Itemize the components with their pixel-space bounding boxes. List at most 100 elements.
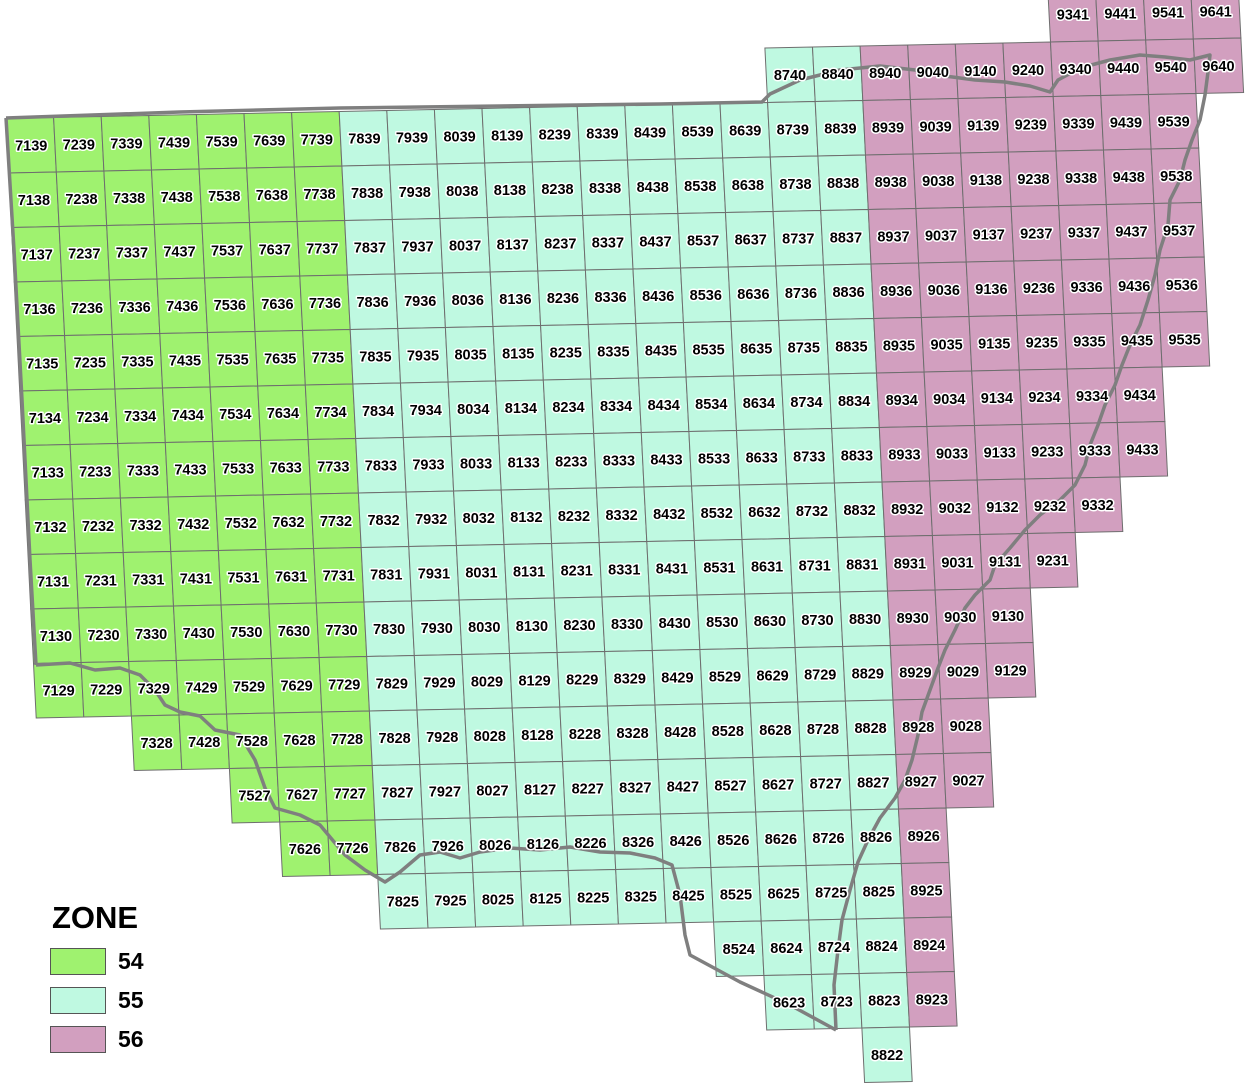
map-sheet-label: 9032 xyxy=(939,501,971,517)
map-sheet-label: 7336 xyxy=(118,300,150,316)
map-sheet-label: 9233 xyxy=(1031,444,1063,460)
map-sheet-label: 9441 xyxy=(1104,6,1136,22)
map-sheet-label: 8824 xyxy=(865,939,897,955)
map-sheet-label: 9537 xyxy=(1163,223,1195,239)
map-sheet-label: 8428 xyxy=(664,725,696,741)
map-sheet-label: 8231 xyxy=(561,563,593,579)
map-sheet-label: 8232 xyxy=(558,509,590,525)
map-sheet-label: 7733 xyxy=(317,459,349,475)
map-sheet-label: 9038 xyxy=(922,174,954,190)
map-sheet-label: 9236 xyxy=(1023,281,1055,297)
legend-swatch-56 xyxy=(50,1026,106,1053)
map-sheet-label: 8029 xyxy=(471,674,503,690)
map-sheet-label: 7836 xyxy=(356,295,388,311)
map-sheet-label: 8925 xyxy=(910,883,942,899)
map-sheet-label: 8426 xyxy=(670,834,702,850)
legend-title: ZONE xyxy=(52,900,144,936)
map-sheet-label: 7736 xyxy=(309,296,341,312)
map-sheet-label: 8735 xyxy=(788,340,820,356)
map-sheet-label: 7638 xyxy=(256,188,288,204)
map-sheet-label: 8032 xyxy=(463,511,495,527)
map-sheet-label: 8937 xyxy=(877,229,909,245)
map-sheet-label: 8736 xyxy=(785,286,817,302)
map-sheet-label: 8133 xyxy=(508,455,540,471)
map-sheet-label: 8634 xyxy=(743,396,775,412)
map-sheet-label: 8834 xyxy=(838,394,870,410)
map-sheet-label: 8727 xyxy=(810,776,842,792)
map-sheet-label: 8330 xyxy=(611,617,643,633)
map-sheet-label: 9232 xyxy=(1034,499,1066,515)
map-sheet-label: 8436 xyxy=(642,289,674,305)
map-sheet-label: 7927 xyxy=(429,784,461,800)
map-sheet-label: 7830 xyxy=(373,622,405,638)
map-sheet-label: 8822 xyxy=(871,1048,903,1064)
map-sheet-label: 9131 xyxy=(989,554,1021,570)
map-sheet-label: 9129 xyxy=(994,663,1026,679)
map-sheet-label: 8938 xyxy=(875,175,907,191)
map-sheet-label: 8230 xyxy=(563,618,595,634)
map-sheet-label: 7137 xyxy=(21,247,53,263)
map-sheet-label: 8832 xyxy=(843,503,875,519)
map-sheet-label: 7528 xyxy=(236,734,268,750)
map-sheet-label: 7339 xyxy=(110,136,142,152)
map-sheet-label: 7738 xyxy=(303,187,335,203)
map-sheet-label: 8525 xyxy=(720,887,752,903)
map-sheet-label: 8136 xyxy=(499,292,531,308)
map-sheet-label: 7636 xyxy=(261,297,293,313)
map-sheet-label: 7132 xyxy=(34,520,66,536)
map-sheet-label: 7136 xyxy=(23,302,55,318)
map-sheet-label: 7530 xyxy=(230,625,262,641)
map-sheet-label: 9340 xyxy=(1059,62,1091,78)
map-sheet-label: 7232 xyxy=(82,519,114,535)
map-sheet-label: 8135 xyxy=(502,346,534,362)
map-sheet-label: 7533 xyxy=(222,461,254,477)
map-sheet-label: 7829 xyxy=(376,676,408,692)
map-sheet-label: 8026 xyxy=(479,838,511,854)
map-sheet-label: 7729 xyxy=(328,677,360,693)
legend-item-zone-56: 56 xyxy=(50,1020,144,1059)
map-sheet-label: 7734 xyxy=(314,405,346,421)
map-sheet-label: 8034 xyxy=(457,402,489,418)
map-sheet-label: 8328 xyxy=(616,726,648,742)
map-sheet-label: 8836 xyxy=(832,285,864,301)
map-sheet-label: 8435 xyxy=(645,343,677,359)
map-sheet-label: 8427 xyxy=(667,779,699,795)
map-sheet-label: 7338 xyxy=(113,191,145,207)
map-sheet-label: 7735 xyxy=(312,350,344,366)
legend-item-zone-55: 55 xyxy=(50,981,144,1020)
map-sheet-label: 9436 xyxy=(1118,279,1150,295)
map-sheet-label: 7732 xyxy=(320,514,352,530)
map-sheet-label: 7235 xyxy=(74,355,106,371)
map-sheet-label: 8624 xyxy=(770,941,802,957)
map-sheet-label: 7529 xyxy=(233,679,265,695)
map-sheet-label: 7129 xyxy=(42,683,74,699)
map-sheet-label: 8932 xyxy=(891,502,923,518)
map-sheet-label: 9130 xyxy=(992,609,1024,625)
map-sheet-label: 7439 xyxy=(158,135,190,151)
map-sheet-label: 7237 xyxy=(68,246,100,262)
map-sheet-label: 8740 xyxy=(774,68,806,84)
map-sheet-label: 8927 xyxy=(905,774,937,790)
map-sheet-label: 9335 xyxy=(1073,334,1105,350)
map-sheet-label: 7539 xyxy=(205,134,237,150)
map-sheet-label: 8425 xyxy=(672,888,704,904)
map-sheet-label: 8524 xyxy=(723,942,755,958)
map-sheet-label: 9341 xyxy=(1057,7,1089,23)
map-sheet-label: 9029 xyxy=(947,664,979,680)
map-sheet-label: 9238 xyxy=(1017,172,1049,188)
map-sheet-label: 8926 xyxy=(908,829,940,845)
map-sheet-label: 7925 xyxy=(434,893,466,909)
map-sheet-label: 9033 xyxy=(936,446,968,462)
map-sheet-label: 9339 xyxy=(1062,116,1094,132)
map-sheet-label: 8831 xyxy=(846,557,878,573)
map-sheet-label: 8333 xyxy=(603,453,635,469)
map-sheet-label: 7437 xyxy=(163,244,195,260)
map-sheet-label: 8625 xyxy=(767,886,799,902)
legend-swatch-54 xyxy=(50,948,106,975)
map-sheet-label: 7231 xyxy=(85,573,117,589)
map-sheet-label: 8535 xyxy=(692,342,724,358)
map-sheet-label: 7138 xyxy=(18,193,50,209)
map-sheet-label: 9336 xyxy=(1070,280,1102,296)
map-sheet-label: 7633 xyxy=(270,460,302,476)
map-sheet-label: 9540 xyxy=(1155,60,1187,76)
